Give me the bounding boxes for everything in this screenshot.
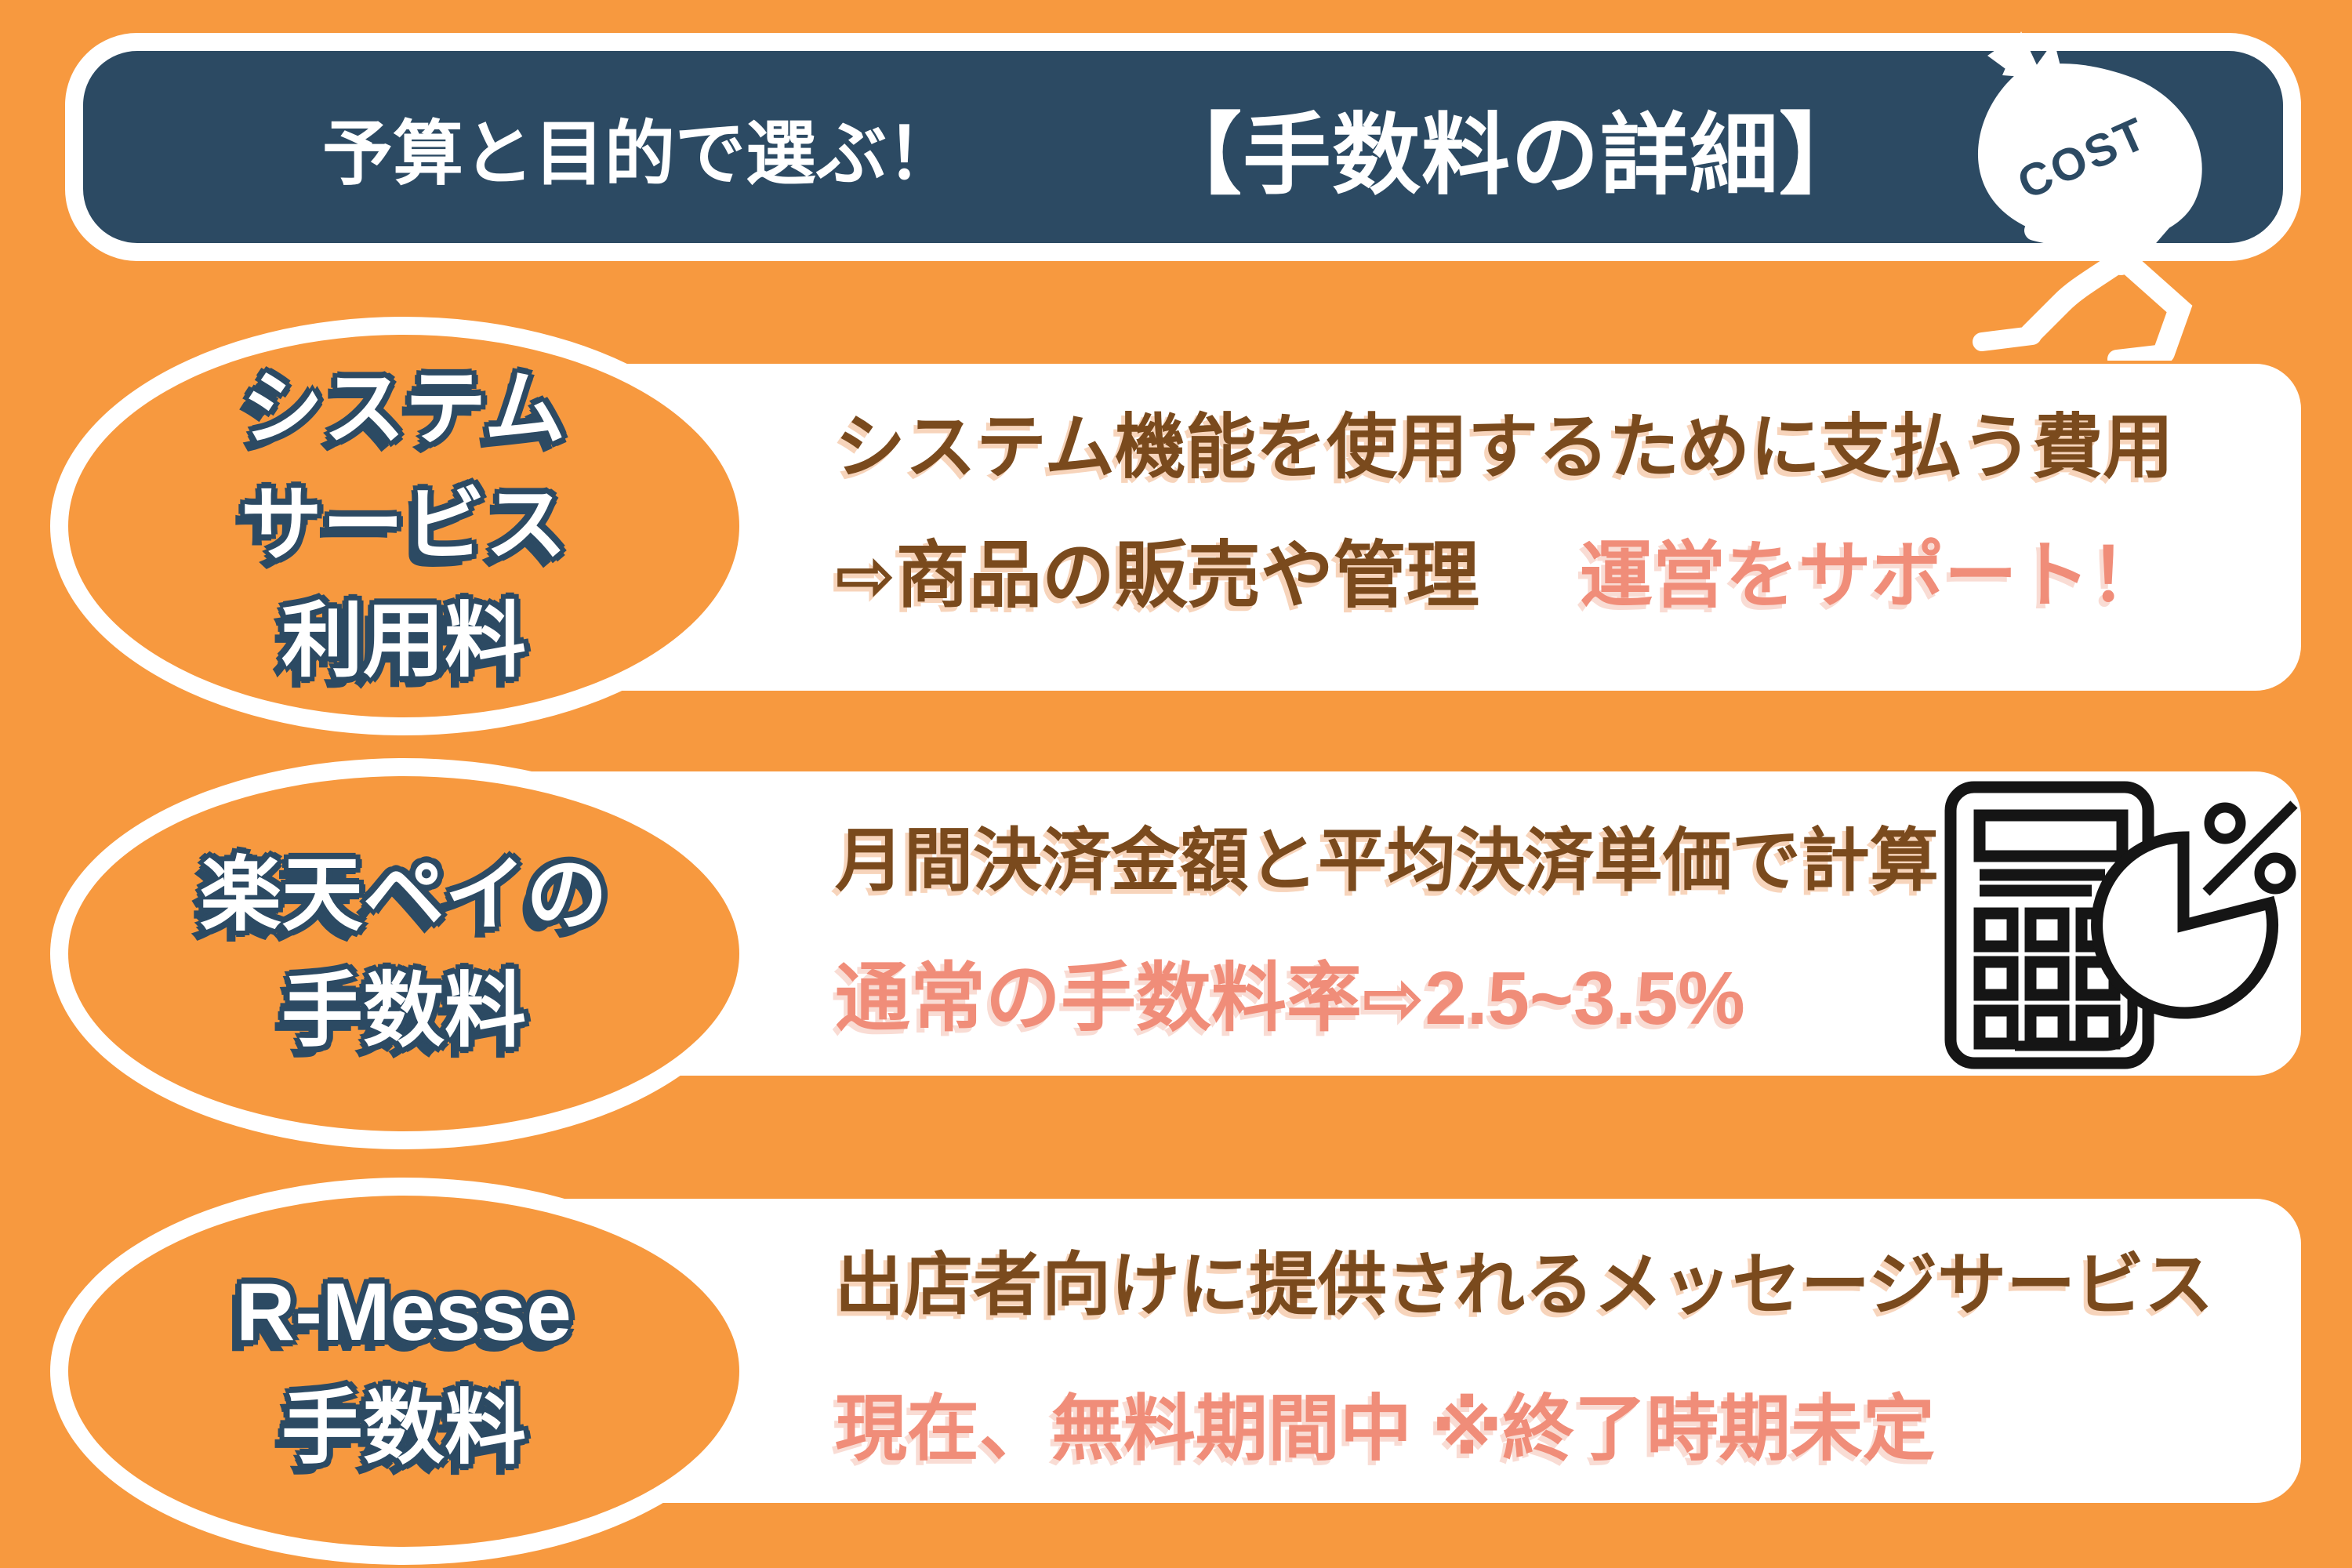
badge-rakuten-pay-fee: 楽天ペイの 手数料 bbox=[50, 758, 757, 1149]
page-title: 【手数料の詳細】 bbox=[1153, 105, 1868, 205]
badge-line: 手数料 bbox=[281, 965, 526, 1057]
badge-line: システム bbox=[241, 364, 566, 456]
badge-line: 楽天ペイの bbox=[199, 849, 608, 941]
calculator-percent-icon bbox=[1944, 781, 2298, 1069]
panel3-description: 出店者向けに提供されるメッセージサービス bbox=[835, 1246, 2214, 1323]
header-banner: 予算と目的で選ぶ！ 【手数料の詳細】 bbox=[65, 33, 2301, 261]
badge-r-messe-fee: R-Messe 手数料 bbox=[50, 1178, 757, 1565]
panel2-rate-highlight: 通常の手数料率⇨2.5~3.5% bbox=[835, 956, 1745, 1040]
badge-system-service-fee: システム サービス 利用料 bbox=[50, 317, 757, 735]
panel1-description: システム機能を使用するために支払う費用 bbox=[835, 408, 2174, 487]
cost-bag-carrier-icon: COST bbox=[1973, 31, 2202, 361]
panel2-description: 月間決済金額と平均決済単価で計算 bbox=[835, 822, 1940, 899]
panel3-status-highlight: 現在、無料期間中 ※終了時期未定 bbox=[835, 1389, 1936, 1469]
panel1-detail-line: ⇨商品の販売や管理 運営をサポート！ bbox=[835, 539, 2163, 612]
panel1-detail-left: ⇨商品の販売や管理 bbox=[835, 535, 1479, 616]
badge-line: R-Messe bbox=[236, 1267, 572, 1359]
panel1-detail-highlight: 運営をサポート！ bbox=[1579, 535, 2163, 616]
carrier-person-shape bbox=[1973, 170, 2194, 361]
badge-line: サービス bbox=[240, 480, 567, 572]
header-subtitle: 予算と目的で選ぶ！ bbox=[322, 114, 957, 194]
badge-line: 利用料 bbox=[281, 595, 526, 687]
badge-line: 手数料 bbox=[281, 1383, 526, 1474]
